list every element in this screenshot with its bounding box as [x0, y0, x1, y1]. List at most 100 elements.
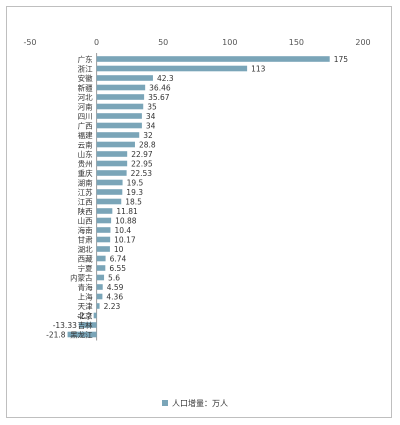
category-label: 江苏 — [78, 187, 93, 197]
x-tick-label: 100 — [222, 38, 237, 47]
x-tick-label: 50 — [158, 38, 168, 47]
x-tick-label: 200 — [355, 38, 370, 47]
bar — [96, 103, 144, 110]
value-label: 22.53 — [131, 169, 153, 178]
category-label: 天津 — [78, 302, 93, 311]
category-label: 北京 — [78, 310, 93, 320]
bar — [96, 208, 113, 214]
value-label: 10.17 — [114, 235, 136, 244]
value-label: 22.95 — [131, 159, 153, 168]
bar — [96, 122, 142, 129]
value-label: 32 — [143, 131, 153, 140]
category-label: 浙江 — [78, 63, 93, 73]
bar — [96, 293, 103, 300]
bar — [96, 160, 128, 167]
category-label: 安徽 — [78, 73, 93, 83]
value-label: 175 — [334, 55, 349, 64]
value-label: 11.81 — [116, 207, 138, 216]
bar — [96, 284, 103, 290]
value-label: 2.23 — [104, 302, 121, 311]
category-label: 甘肃 — [78, 234, 93, 244]
category-label: 广东 — [78, 54, 93, 64]
bar — [96, 189, 123, 195]
value-label: 4.59 — [107, 283, 124, 292]
value-label: 4.36 — [106, 292, 123, 301]
bar — [96, 94, 145, 100]
value-label: -21.8 — [46, 330, 66, 339]
bar — [93, 312, 97, 319]
category-label: 湖北 — [78, 245, 93, 254]
bar — [96, 236, 111, 243]
value-label: 28.8 — [139, 140, 156, 149]
chart-frame: -50 0 50 100 150 200 广东 175 浙江 113 安徽 42.3 新疆 36.46 河北… — [6, 6, 392, 418]
bar — [96, 170, 127, 176]
population-increase-bar-chart: -50 0 50 100 150 200 广东 175 浙江 113 安徽 42.3 新疆 36.46 河北… — [23, 38, 370, 408]
value-label: 6.74 — [110, 254, 127, 263]
value-label: 19.5 — [127, 178, 144, 187]
category-label: 山东 — [78, 149, 93, 159]
bar — [96, 56, 330, 62]
bar — [96, 217, 112, 224]
value-label: 34 — [146, 121, 156, 130]
bar — [67, 331, 97, 338]
category-label: 云南 — [78, 139, 93, 149]
category-label: 贵州 — [78, 158, 93, 168]
bar — [78, 322, 97, 328]
category-label: 吉林 — [78, 320, 93, 330]
bar — [96, 179, 123, 186]
bar — [96, 75, 153, 81]
category-label: 山西 — [78, 215, 93, 225]
category-label: 河南 — [78, 101, 93, 111]
value-label: 18.5 — [125, 197, 142, 206]
category-label: 重庆 — [78, 168, 93, 178]
value-label: 10.88 — [115, 216, 137, 225]
category-label: 内蒙古 — [70, 272, 93, 282]
category-label: 四川 — [78, 112, 93, 121]
bar — [96, 151, 128, 157]
value-label: 113 — [251, 64, 266, 73]
value-label: 6.55 — [109, 264, 126, 273]
category-label: 海南 — [78, 225, 93, 235]
value-label: 19.3 — [126, 188, 143, 197]
x-tick-label: 0 — [94, 38, 99, 47]
bar — [96, 303, 100, 309]
bar — [96, 246, 110, 252]
value-label: 34 — [146, 112, 156, 121]
value-label: 10 — [114, 245, 124, 254]
category-label: 陕西 — [78, 206, 93, 216]
category-label: 广西 — [78, 120, 93, 130]
legend-swatch — [162, 400, 168, 406]
bar — [96, 141, 135, 148]
category-label: 河北 — [78, 93, 93, 102]
category-label: 黑龙江 — [70, 329, 93, 339]
value-label: 5.6 — [108, 273, 120, 282]
bar — [96, 198, 122, 205]
category-label: 福建 — [78, 130, 93, 140]
category-label: 湖南 — [78, 177, 93, 187]
category-label: 上海 — [78, 291, 93, 301]
category-label: 江西 — [78, 197, 93, 206]
value-label: -13.33 — [53, 321, 77, 330]
category-label: 西藏 — [78, 253, 93, 263]
value-label: 10.4 — [114, 226, 131, 235]
value-label: -2.2 — [77, 311, 92, 320]
category-label: 宁夏 — [78, 263, 93, 273]
bar — [96, 274, 105, 281]
bar — [96, 132, 140, 138]
category-label: 青海 — [78, 282, 93, 292]
value-label: 22.97 — [131, 150, 153, 159]
legend-label: 人口增量：万人 — [172, 398, 228, 408]
bar — [96, 255, 106, 262]
bar — [96, 265, 106, 271]
bar — [96, 113, 142, 119]
x-tick-label: -50 — [23, 38, 36, 47]
category-label: 新疆 — [78, 82, 93, 92]
value-label: 35.67 — [148, 93, 170, 102]
bar — [96, 227, 111, 233]
bar — [96, 84, 146, 91]
value-label: 42.3 — [157, 74, 174, 83]
bar — [96, 65, 248, 72]
value-label: 36.46 — [149, 83, 171, 92]
value-label: 35 — [147, 102, 157, 111]
x-tick-label: 150 — [289, 38, 304, 47]
